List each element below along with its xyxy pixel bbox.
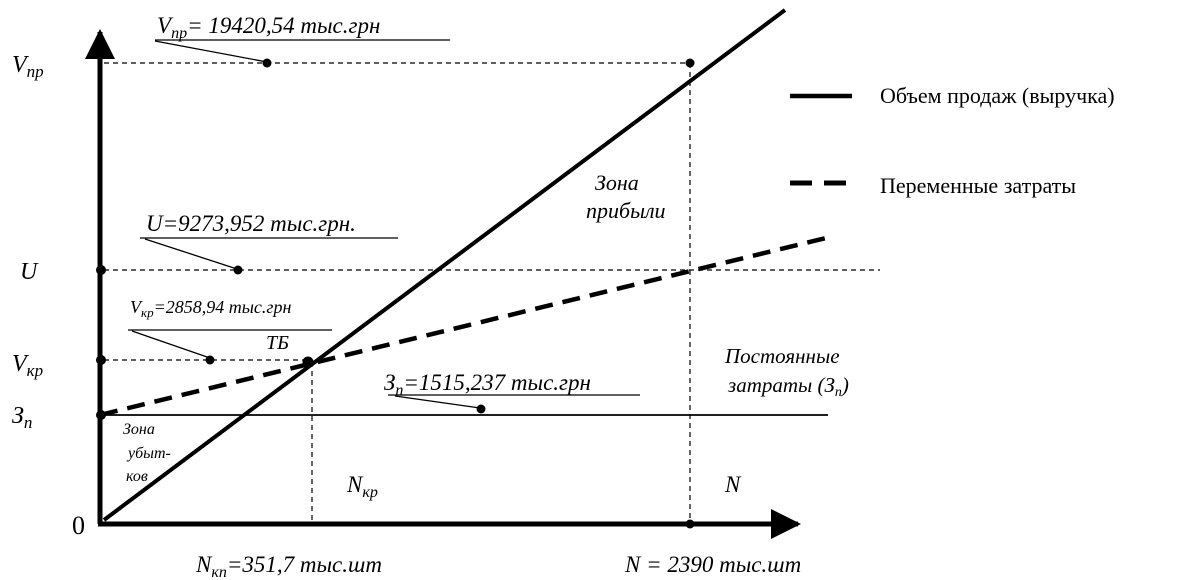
origin-label: 0 [72,511,85,540]
u-callout-point [233,265,243,275]
vkr-value-annotation: Vкр=2858,94 тыс.грн [130,297,291,320]
vkr-axis-point [96,355,106,365]
zp-value-annotation: Зп=1515,237 тыс.грн [384,370,591,399]
revenue-line [102,8,787,522]
y-label-u: U [20,259,39,285]
vkr-callout-point [205,355,215,365]
variable-costs-line [99,234,831,418]
x-label-n: N = 2390 тыс.шт [624,552,801,577]
legend-item-variable-costs: Переменные затраты [880,173,1076,198]
loss-zone-label: Зона убыт- ков [123,421,175,485]
n-axis-point [685,519,695,529]
zp-callout-point [476,404,486,414]
callout-lines [128,39,640,409]
intersection-vpr-point [685,58,695,68]
y-label-vpr: Vпр [12,52,44,81]
y-label-zp: Зп [12,403,32,432]
break-even-label: ТБ [266,332,289,354]
profit-zone-label: Зона прибыли [586,170,666,223]
break-even-point [302,356,314,368]
n-inside-label: N [724,472,742,497]
y-label-vkr: Vкр [12,351,43,380]
fixed-costs-label: Постоянные затраты (Зп) [724,344,849,400]
zp-axis-point [96,410,106,420]
nkr-inside-label: Nкр [346,472,378,501]
guide-lines [104,62,880,524]
points [96,58,695,529]
u-value-annotation: U=9273,952 тыс.грн. [146,211,356,236]
u-axis-point [96,265,106,275]
vpr-value-annotation: Vпр= 19420,54 тыс.грн [157,13,380,42]
x-label-nkr: Nкп=351,7 тыс.шт [195,552,382,580]
vpr-callout-point [262,58,272,68]
legend: Объем продаж (выручка) Переменные затрат… [790,83,1115,198]
legend-item-revenue: Объем продаж (выручка) [880,83,1115,108]
